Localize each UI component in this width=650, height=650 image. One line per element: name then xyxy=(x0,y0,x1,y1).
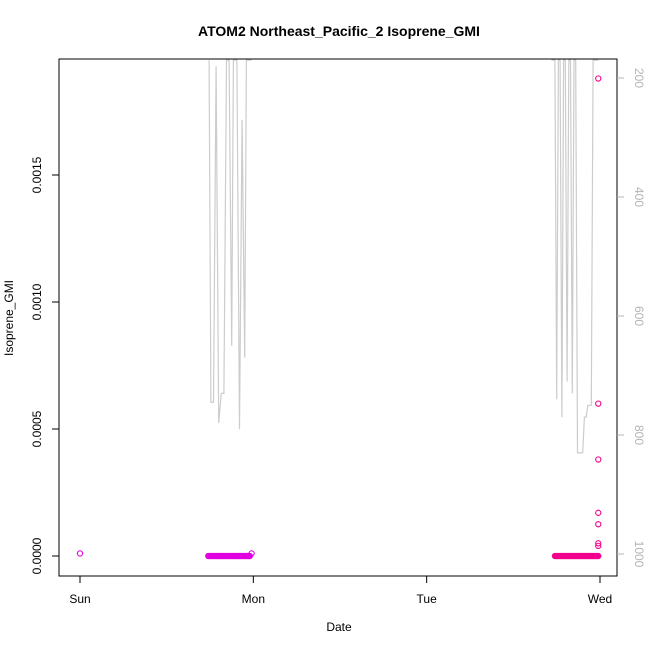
y-axis-left: 0.0000 0.0005 0.0010 0.0015 xyxy=(30,156,59,574)
y2-tick-label: 200 xyxy=(632,68,646,88)
chart-title: ATOM2 Northeast_Pacific_2 Isoprene_GMI xyxy=(198,23,480,39)
y-tick-label: 0.0015 xyxy=(30,156,44,193)
data-point xyxy=(76,550,84,557)
data-point xyxy=(595,75,602,82)
data-point xyxy=(595,509,602,516)
y2-tick-label: 600 xyxy=(632,306,646,326)
data-point xyxy=(595,552,602,560)
data-point xyxy=(595,542,602,549)
data-point xyxy=(595,521,602,528)
plot-frame xyxy=(58,58,618,577)
x-axis: Sun Mon Tue Wed xyxy=(69,576,612,606)
x-tick-label: Mon xyxy=(242,592,265,606)
data-point xyxy=(246,552,254,560)
x-tick-label: Wed xyxy=(588,592,612,606)
x-axis-label: Date xyxy=(326,620,352,634)
x-tick-label: Tue xyxy=(417,592,438,606)
y-axis-label: Isoprene_GMI xyxy=(2,280,16,356)
y-tick-label: 0.0010 xyxy=(30,283,44,320)
y-tick-label: 0.0005 xyxy=(30,410,44,447)
data-point xyxy=(595,400,602,407)
pressure-line-segment xyxy=(551,59,599,454)
y2-tick-label: 800 xyxy=(632,425,646,445)
data-point xyxy=(595,540,602,547)
x-tick-label: Sun xyxy=(69,592,90,606)
y2-tick-label: 400 xyxy=(632,187,646,207)
pressure-line-segment xyxy=(208,59,252,430)
y-tick-label: 0.0000 xyxy=(30,537,44,574)
pressure-series xyxy=(208,59,599,454)
y-axis-right: 200 400 600 800 1000 xyxy=(617,68,646,568)
isoprene-series xyxy=(76,75,602,560)
data-point xyxy=(595,456,602,463)
y2-tick-label: 1000 xyxy=(632,541,646,568)
